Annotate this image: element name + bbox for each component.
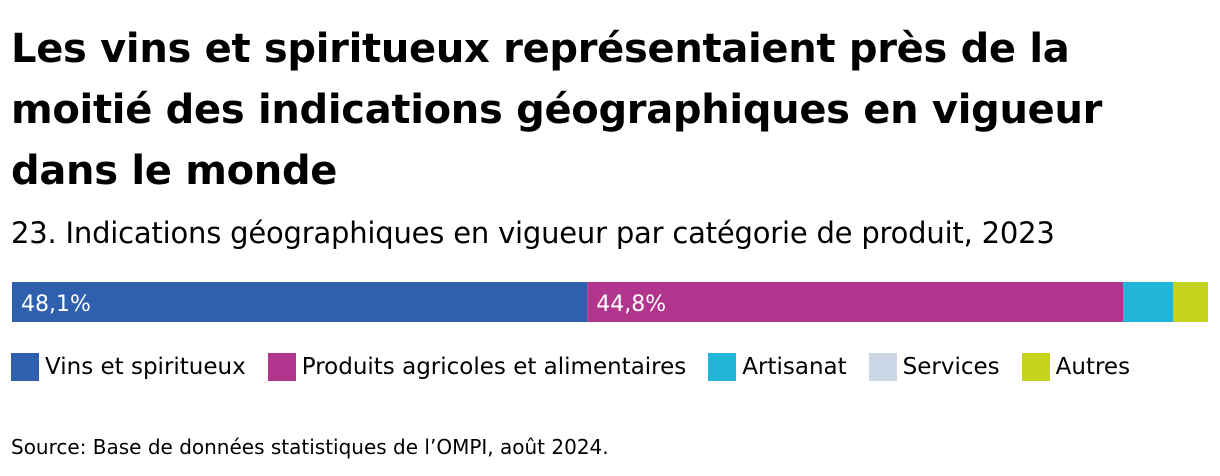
legend-swatch [11, 353, 39, 381]
legend-swatch [267, 353, 296, 381]
bar-segment-2 [587, 282, 1124, 322]
chart-legend: Vins et spiritueux Produits agricoles et… [11, 351, 1152, 383]
legend-label: Vins et spiritueux [45, 354, 246, 380]
legend-swatch [868, 353, 897, 381]
stacked-bar-chart: 48,1% 44,8% [12, 282, 1208, 322]
legend-label: Produits agricoles et alimentaires [301, 354, 687, 380]
legend-item-artisanat: Artisanat [708, 351, 847, 383]
chart-subtitle: 23. Indications géographiques en vigueur… [11, 216, 1055, 250]
bar-segment-5 [1173, 282, 1208, 322]
legend-item-vins-spiritueux: Vins et spiritueux [11, 351, 246, 383]
legend-label: Autres [1055, 354, 1131, 380]
stacked-bar-svg: 48,1% 44,8% [12, 282, 1208, 322]
legend-swatch [1021, 353, 1050, 381]
legend-label: Services [902, 354, 1000, 380]
chart-title: Les vins et spiritueux représentaient pr… [11, 26, 1103, 194]
source-note: Source: Base de données statistiques de … [11, 435, 609, 459]
legend-item-services: Services [868, 351, 1000, 383]
legend-item-produits-agricoles: Produits agricoles et alimentaires [267, 351, 687, 383]
bar-segment-1 [12, 282, 588, 322]
bar-segment-3 [1123, 282, 1174, 322]
bar-data-label: 44,8% [596, 292, 666, 317]
legend-swatch [708, 353, 737, 381]
legend-item-autres: Autres [1021, 351, 1131, 383]
bar-data-label: 48,1% [21, 292, 91, 317]
legend-label: Artisanat [742, 354, 847, 380]
